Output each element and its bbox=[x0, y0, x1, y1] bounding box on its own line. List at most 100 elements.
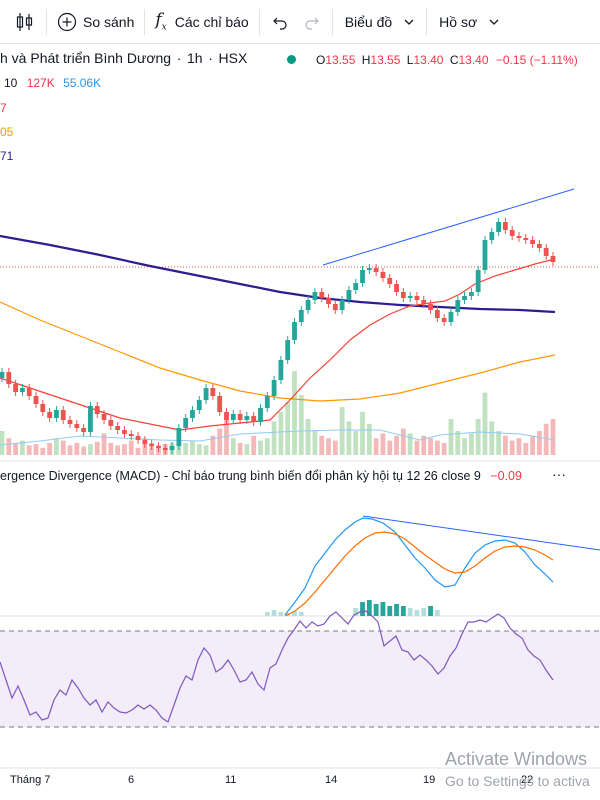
volume-bar bbox=[312, 431, 318, 455]
candle-body bbox=[33, 396, 39, 404]
volume-bar bbox=[26, 445, 32, 455]
candle-body bbox=[496, 222, 501, 232]
candle-body bbox=[387, 278, 393, 284]
x-tick-label: 6 bbox=[128, 774, 135, 786]
candle-body bbox=[366, 268, 372, 270]
compare-button[interactable]: So sánh bbox=[47, 0, 144, 44]
candle-body bbox=[353, 283, 359, 290]
volume-bar bbox=[468, 433, 474, 455]
indicators-button[interactable]: fx Các chỉ báo bbox=[145, 0, 258, 44]
volume-bar bbox=[332, 440, 338, 455]
top-toolbar: So sánh fx Các chỉ báo Biểu đồ Hồ sơ bbox=[0, 0, 600, 44]
x-tick-label: 11 bbox=[225, 774, 237, 786]
volume-bar bbox=[516, 438, 522, 455]
volume-bar bbox=[6, 438, 12, 455]
macd-title[interactable]: ergence Divergence (MACD) - Chỉ báo trun… bbox=[0, 469, 481, 483]
ma-slow-line bbox=[0, 301, 556, 402]
volume-bar bbox=[13, 443, 19, 455]
candle-body bbox=[434, 310, 440, 318]
chevron-down-icon bbox=[489, 19, 499, 25]
candle-body bbox=[543, 248, 549, 256]
candle-body bbox=[13, 384, 19, 392]
histogram-bar bbox=[380, 602, 386, 616]
candle-body bbox=[224, 412, 229, 420]
candlestick-icon bbox=[16, 12, 33, 31]
volume-bar bbox=[421, 435, 427, 455]
volume-bar bbox=[60, 440, 66, 455]
toolbar-divider bbox=[331, 8, 333, 35]
volume-bars bbox=[0, 371, 556, 455]
volume-bar bbox=[67, 445, 73, 455]
candle-body bbox=[81, 428, 87, 432]
volume-bar bbox=[366, 423, 372, 455]
candle-body bbox=[210, 388, 216, 396]
volume-bar bbox=[502, 435, 508, 455]
candle-body bbox=[305, 300, 311, 310]
volume-ma-line bbox=[0, 429, 556, 446]
template-dropdown[interactable]: Hồ sơ bbox=[427, 0, 511, 44]
candle-body bbox=[326, 298, 331, 304]
rsi-line bbox=[0, 610, 554, 723]
volume-bar bbox=[81, 446, 87, 455]
candle-body bbox=[428, 304, 433, 310]
volume-bar bbox=[190, 440, 195, 455]
candle-body bbox=[6, 372, 12, 384]
candle-body bbox=[339, 300, 345, 310]
histogram-bar bbox=[292, 611, 297, 616]
candle-body bbox=[536, 244, 542, 248]
volume-bar bbox=[40, 447, 46, 455]
trendline-price[interactable] bbox=[322, 188, 575, 266]
volume-bar bbox=[101, 433, 107, 455]
histogram-bar bbox=[298, 612, 304, 616]
template-label: Hồ sơ bbox=[439, 13, 478, 30]
volume-bar bbox=[394, 435, 399, 455]
volume-value: 127K bbox=[26, 76, 55, 90]
candle-body bbox=[115, 426, 121, 430]
candle-body bbox=[54, 410, 59, 418]
volume-bar bbox=[122, 444, 127, 455]
interval-label: 1h bbox=[187, 50, 203, 66]
candle-body bbox=[258, 408, 263, 422]
histogram-bar bbox=[400, 606, 406, 616]
symbol-name[interactable]: h và Phát triển Bình Dương bbox=[0, 50, 172, 66]
candle-body bbox=[312, 292, 318, 300]
candle-body bbox=[298, 310, 304, 322]
redo-button[interactable] bbox=[296, 0, 332, 44]
function-icon: fx bbox=[155, 10, 167, 33]
chevron-down-icon bbox=[404, 19, 414, 25]
toolbar-divider bbox=[144, 8, 146, 35]
undo-button[interactable] bbox=[260, 0, 296, 44]
chart-type-dropdown[interactable]: Biểu đồ bbox=[333, 0, 426, 44]
candle-body bbox=[88, 406, 93, 432]
candle-body bbox=[414, 296, 420, 300]
candle-body bbox=[278, 360, 284, 380]
histogram-bar bbox=[421, 608, 427, 616]
histogram-bar bbox=[366, 600, 372, 616]
candle-body bbox=[380, 272, 386, 278]
x-tick-label: 19 bbox=[423, 774, 436, 786]
volume-bar bbox=[108, 443, 114, 455]
candle-body bbox=[509, 230, 515, 236]
x-tick-label: Tháng 7 bbox=[10, 774, 51, 786]
more-options-icon[interactable]: ··· bbox=[552, 466, 566, 482]
volume-bar bbox=[183, 443, 189, 455]
volume-bar bbox=[428, 438, 433, 455]
candle-style-button[interactable] bbox=[0, 0, 46, 44]
x-tick-label: 14 bbox=[325, 774, 338, 786]
volume-bar bbox=[237, 443, 243, 455]
volume-bar bbox=[536, 431, 542, 455]
candle-body bbox=[20, 388, 25, 392]
volume-bar bbox=[414, 440, 420, 455]
histogram-bar bbox=[353, 608, 359, 616]
candle-body bbox=[67, 420, 73, 424]
candle-body bbox=[94, 406, 100, 414]
candle-body bbox=[482, 240, 488, 270]
candle-body bbox=[264, 396, 270, 408]
toolbar-divider bbox=[258, 8, 260, 35]
candle-body bbox=[475, 270, 481, 292]
volume-bar bbox=[509, 440, 515, 455]
trendline-macd[interactable] bbox=[362, 515, 600, 551]
exchange-label: HSX bbox=[218, 50, 248, 66]
volume-bar bbox=[278, 411, 284, 455]
